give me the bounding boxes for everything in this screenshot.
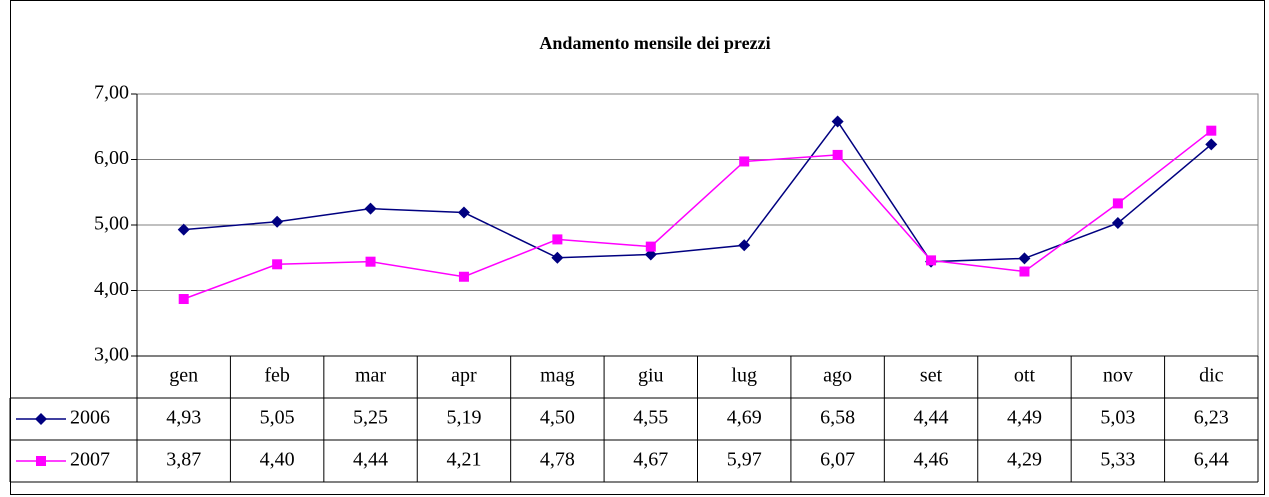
table-value: 4,67: [633, 449, 668, 471]
y-tick-label: 4,00: [94, 278, 129, 300]
data-point: [738, 239, 751, 252]
table-value: 4,29: [1007, 449, 1042, 471]
x-tick-label: feb: [264, 365, 290, 387]
data-point: [645, 241, 656, 252]
data-point: [552, 234, 563, 245]
y-tick-label: 6,00: [94, 147, 129, 169]
data-point: [551, 251, 564, 264]
table-value: 4,50: [540, 407, 575, 429]
data-point: [1205, 138, 1218, 151]
data-point: [1206, 125, 1217, 136]
table-value: 4,21: [446, 449, 481, 471]
data-point: [365, 256, 376, 267]
table-value: 5,03: [1100, 407, 1135, 429]
legend-marker: [36, 456, 46, 466]
table-value: 4,44: [353, 449, 388, 471]
chart-title: Andamento mensile dei prezzi: [539, 33, 770, 53]
legend-marker: [35, 413, 47, 425]
x-tick-label: lug: [731, 365, 757, 387]
table-value: 4,93: [166, 407, 201, 429]
data-point: [1112, 198, 1123, 209]
table-value: 4,55: [633, 407, 668, 429]
x-tick-label: ott: [1014, 365, 1036, 387]
table-value: 5,97: [727, 449, 762, 471]
y-tick-label: 3,00: [94, 344, 129, 366]
data-point: [1018, 252, 1031, 265]
table-value: 4,78: [540, 449, 575, 471]
table-value: 6,07: [820, 449, 855, 471]
table-value: 4,46: [914, 449, 949, 471]
x-tick-label: apr: [451, 365, 477, 387]
data-point: [177, 223, 190, 236]
data-point: [1111, 217, 1124, 230]
data-point: [832, 149, 843, 160]
data-point: [457, 206, 470, 219]
data-point: [364, 202, 377, 215]
data-point: [271, 215, 284, 228]
x-tick-label: mag: [540, 365, 574, 387]
x-tick-label: nov: [1103, 365, 1133, 387]
series-line: [183, 130, 1212, 300]
series-line: [183, 120, 1212, 263]
x-tick-label: mar: [355, 365, 386, 387]
y-tick-label: 7,00: [94, 82, 129, 104]
legend-label: 2007: [70, 449, 110, 471]
y-tick-label: 5,00: [94, 213, 129, 235]
legend-label: 2006: [70, 407, 110, 429]
data-point: [178, 294, 189, 305]
x-tick-label: gen: [169, 365, 198, 387]
table-value: 4,49: [1007, 407, 1042, 429]
data-point: [272, 259, 283, 270]
x-tick-label: dic: [1199, 365, 1224, 387]
x-tick-label: set: [920, 365, 943, 387]
x-tick-label: ago: [823, 365, 852, 387]
table-value: 5,05: [260, 407, 295, 429]
table-value: 6,58: [820, 407, 855, 429]
table-value: 6,23: [1194, 407, 1229, 429]
chart-border: [10, 0, 1265, 495]
table-value: 6,44: [1194, 449, 1229, 471]
data-point: [458, 271, 469, 282]
table-value: 4,69: [727, 407, 762, 429]
table-value: 5,19: [446, 407, 481, 429]
table-value: 4,40: [260, 449, 295, 471]
data-point: [739, 156, 750, 167]
table-value: 5,33: [1100, 449, 1135, 471]
data-point: [1019, 266, 1030, 277]
table-value: 4,44: [914, 407, 949, 429]
x-tick-label: giu: [638, 365, 664, 387]
table-value: 5,25: [353, 407, 388, 429]
table-value: 3,87: [166, 449, 201, 471]
data-point: [926, 255, 937, 266]
data-point: [831, 115, 844, 128]
